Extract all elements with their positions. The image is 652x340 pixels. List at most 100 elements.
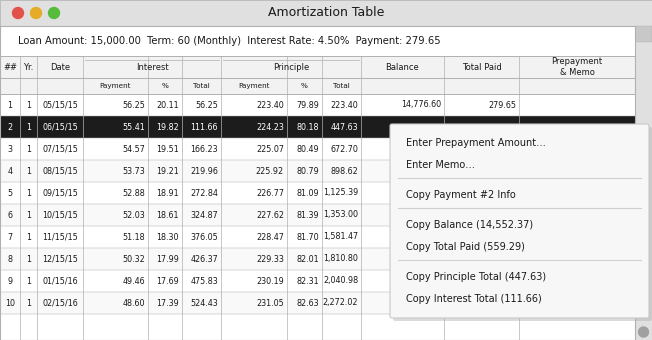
Text: 52.88: 52.88: [123, 188, 145, 198]
Text: Payment: Payment: [100, 83, 131, 89]
Text: Enter Memo…: Enter Memo…: [406, 160, 475, 170]
Text: 227.62: 227.62: [256, 210, 284, 220]
Text: 524.43: 524.43: [190, 299, 218, 307]
Text: Copy Payment #2 Info: Copy Payment #2 Info: [406, 190, 516, 200]
Text: 1,125.39: 1,125.39: [323, 188, 358, 198]
Bar: [0, 182, 635, 204]
Bar: [0, 26, 635, 56]
Text: 231.05: 231.05: [256, 299, 284, 307]
Text: 324.87: 324.87: [190, 210, 218, 220]
Text: ##: ##: [3, 63, 17, 71]
Text: 82.01: 82.01: [297, 255, 319, 264]
Text: 52.03: 52.03: [123, 210, 145, 220]
Bar: [0, 138, 635, 160]
Text: 08/15/15: 08/15/15: [42, 167, 78, 175]
Text: 02/15/16: 02/15/16: [42, 299, 78, 307]
Text: 226.77: 226.77: [256, 188, 284, 198]
Text: %: %: [162, 83, 168, 89]
Text: 898.62: 898.62: [331, 167, 358, 175]
Text: 56.25: 56.25: [195, 101, 218, 109]
Bar: [0, 0, 652, 26]
Text: Date: Date: [50, 63, 70, 71]
Text: 14,776.60: 14,776.60: [401, 101, 441, 109]
Text: 05/15/15: 05/15/15: [42, 101, 78, 109]
Text: 1: 1: [26, 167, 31, 175]
Text: 81.09: 81.09: [297, 188, 319, 198]
Text: 01/15/16: 01/15/16: [42, 276, 78, 286]
Text: 53.73: 53.73: [123, 167, 145, 175]
Text: 1,581.47: 1,581.47: [323, 233, 358, 241]
Text: 55.41: 55.41: [123, 122, 145, 132]
Text: 4: 4: [8, 167, 12, 175]
Bar: [0, 270, 635, 292]
Text: 56.25: 56.25: [122, 101, 145, 109]
Bar: [0, 94, 635, 116]
Text: Payment: Payment: [238, 83, 270, 89]
Text: 48.60: 48.60: [123, 299, 145, 307]
Text: 20.11: 20.11: [156, 101, 179, 109]
Text: 12/15/15: 12/15/15: [42, 255, 78, 264]
Bar: [0, 160, 635, 182]
Text: Enter Prepayment Amount…: Enter Prepayment Amount…: [406, 138, 546, 148]
Text: 17.39: 17.39: [156, 299, 179, 307]
Text: Total Paid: Total Paid: [462, 63, 501, 71]
Text: 07/15/15: 07/15/15: [42, 144, 78, 153]
Circle shape: [638, 327, 649, 337]
Text: 54.57: 54.57: [122, 144, 145, 153]
Text: 1: 1: [26, 255, 31, 264]
Text: 225.07: 225.07: [256, 144, 284, 153]
Text: Principle: Principle: [273, 63, 309, 71]
Text: 13,727.97: 13,727.97: [400, 299, 441, 307]
Text: 2,040.98: 2,040.98: [323, 276, 358, 286]
Text: 06/15/15: 06/15/15: [42, 122, 78, 132]
Text: 2: 2: [7, 122, 12, 132]
Bar: [0, 78, 635, 94]
Text: 19.21: 19.21: [156, 167, 179, 175]
Text: 426.37: 426.37: [190, 255, 218, 264]
Text: Balance: Balance: [385, 63, 419, 71]
Text: 5: 5: [7, 188, 12, 198]
Text: 223.40: 223.40: [331, 101, 358, 109]
Text: Amortization Table: Amortization Table: [268, 6, 384, 19]
Text: 81.70: 81.70: [297, 233, 319, 241]
Text: 82.63: 82.63: [297, 299, 319, 307]
FancyBboxPatch shape: [393, 127, 652, 321]
Text: 1: 1: [26, 210, 31, 220]
Circle shape: [12, 7, 23, 18]
Text: 79.89: 79.89: [296, 101, 319, 109]
Bar: [0, 248, 635, 270]
Text: 80.49: 80.49: [297, 144, 319, 153]
Text: 1,353.00: 1,353.00: [323, 210, 358, 220]
Text: Copy Balance (14,552.37): Copy Balance (14,552.37): [406, 220, 533, 230]
Text: 7: 7: [7, 233, 12, 241]
Text: 11/15/15: 11/15/15: [42, 233, 78, 241]
Text: 12,959.02: 12,959.02: [400, 276, 441, 286]
Bar: [0, 116, 635, 138]
Circle shape: [48, 7, 59, 18]
Text: 229.33: 229.33: [256, 255, 284, 264]
Text: 10: 10: [5, 299, 15, 307]
Text: 475.83: 475.83: [190, 276, 218, 286]
Text: 6: 6: [8, 210, 12, 220]
Text: Copy Total Paid (559.29): Copy Total Paid (559.29): [406, 242, 525, 252]
Text: 51.18: 51.18: [123, 233, 145, 241]
Text: 279.65: 279.65: [488, 101, 516, 109]
Text: 1: 1: [26, 188, 31, 198]
Text: 3: 3: [8, 144, 12, 153]
Text: 17.99: 17.99: [156, 255, 179, 264]
Text: 81.39: 81.39: [297, 210, 319, 220]
Text: Total: Total: [193, 83, 210, 89]
Text: 224.23: 224.23: [256, 122, 284, 132]
Text: 230.19: 230.19: [256, 276, 284, 286]
Text: 228.47: 228.47: [256, 233, 284, 241]
Text: Total: Total: [333, 83, 350, 89]
Text: 1: 1: [26, 233, 31, 241]
Text: Loan Amount: 15,000.00  Term: 60 (Monthly)  Interest Rate: 4.50%  Payment: 279.6: Loan Amount: 15,000.00 Term: 60 (Monthly…: [18, 36, 441, 46]
Text: 50.32: 50.32: [123, 255, 145, 264]
Text: 223.40: 223.40: [256, 101, 284, 109]
Text: 2,272.02: 2,272.02: [323, 299, 358, 307]
Text: 18.91: 18.91: [156, 188, 179, 198]
Text: Copy Interest Total (111.66): Copy Interest Total (111.66): [406, 294, 542, 304]
Text: 49.46: 49.46: [123, 276, 145, 286]
Text: 17.69: 17.69: [156, 276, 179, 286]
